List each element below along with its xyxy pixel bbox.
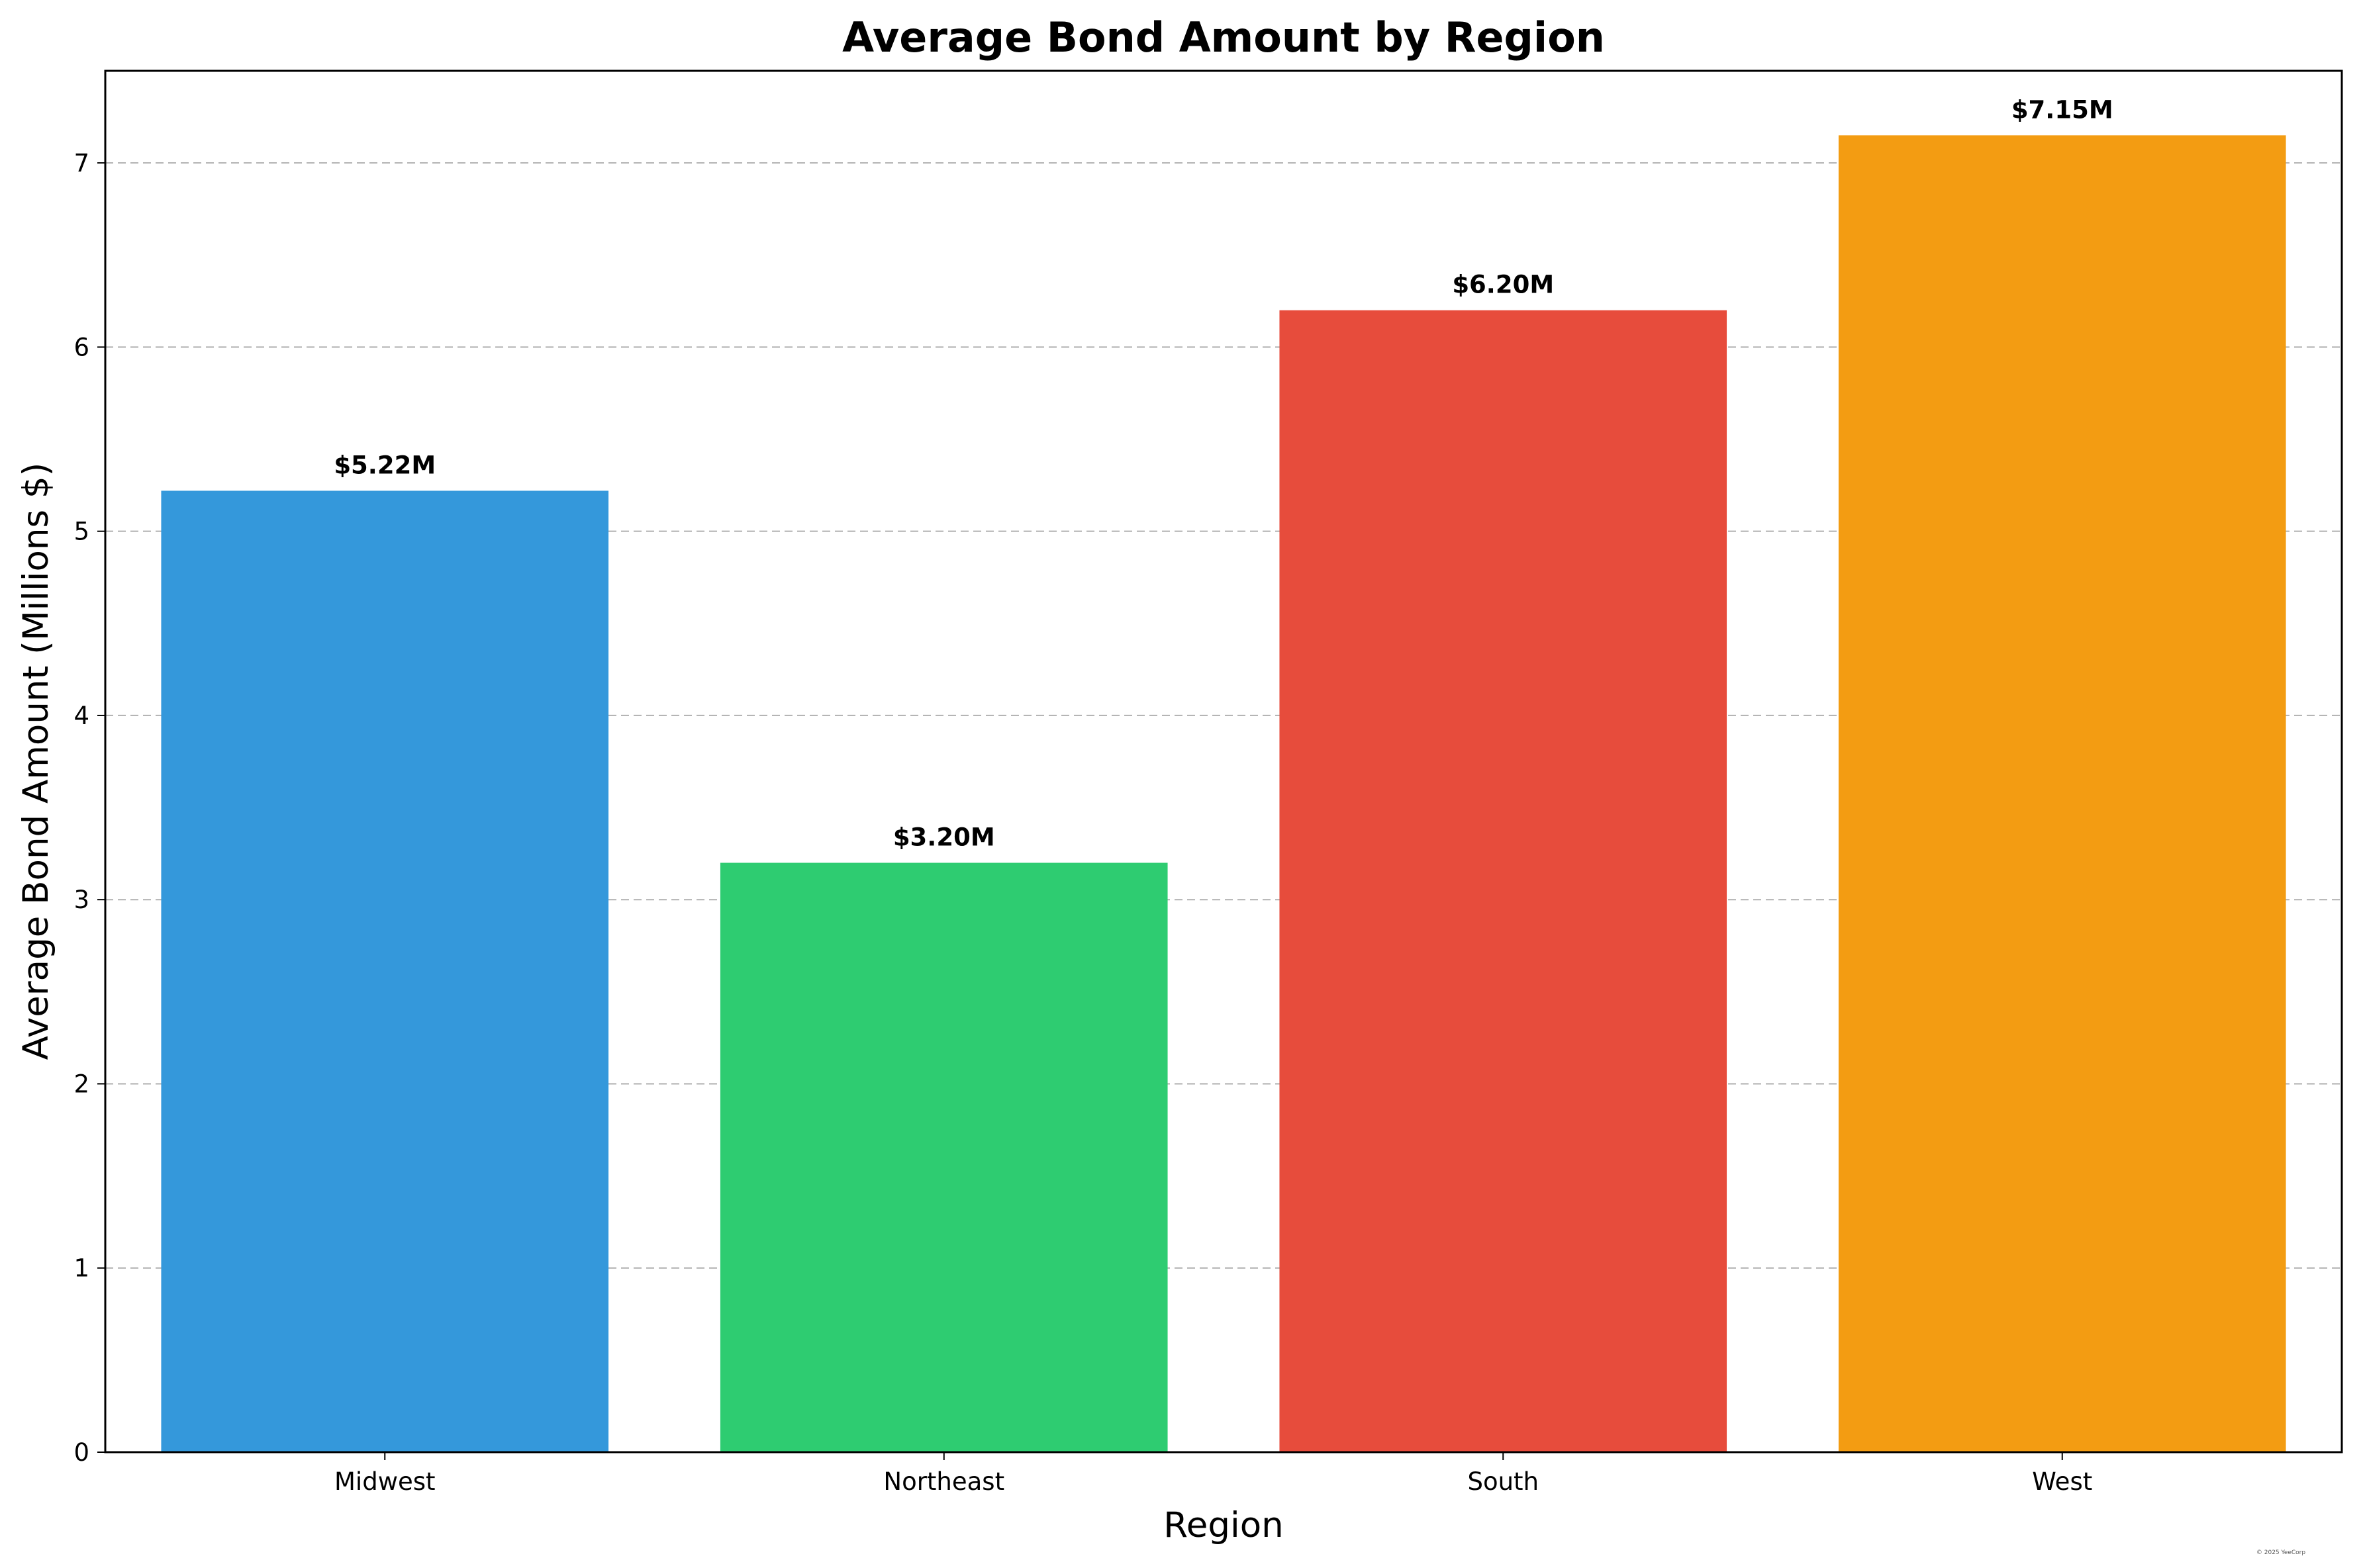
- y-axis-ticks: 0 1 2 3 4 5 6 7: [73, 149, 105, 1467]
- y-tick-label: 4: [73, 702, 89, 730]
- x-tick-label-northeast: Northeast: [883, 1467, 1004, 1496]
- y-tick-label: 0: [73, 1438, 89, 1467]
- y-tick-label: 1: [73, 1254, 89, 1283]
- y-tick-label: 7: [73, 149, 89, 177]
- data-label-northeast: $3.20M: [893, 823, 995, 852]
- bars: [161, 135, 2286, 1453]
- data-label-midwest: $5.22M: [334, 451, 436, 479]
- bar-west: [1838, 135, 2286, 1453]
- x-tick-label-midwest: Midwest: [334, 1467, 436, 1496]
- bar-south: [1279, 310, 1727, 1452]
- y-tick-label: 6: [73, 333, 89, 361]
- data-label-west: $7.15M: [2011, 95, 2113, 124]
- x-tick-label-west: West: [2032, 1467, 2092, 1496]
- y-axis-label: Average Bond Amount (Millions $): [16, 463, 56, 1060]
- bar-northeast: [720, 862, 1168, 1452]
- x-axis-label: Region: [1163, 1505, 1283, 1545]
- y-tick-label: 5: [73, 518, 89, 546]
- y-tick-label: 3: [73, 886, 89, 914]
- x-tick-label-south: South: [1467, 1467, 1539, 1496]
- bar-midwest: [161, 490, 609, 1452]
- data-label-south: $6.20M: [1452, 271, 1554, 299]
- data-labels: $5.22M $3.20M $6.20M $7.15M: [334, 95, 2113, 851]
- plot-frame: [104, 69, 2343, 1453]
- watermark: © 2025 YeeCorp: [2256, 1549, 2305, 1556]
- chart-title: Average Bond Amount by Region: [842, 13, 1605, 62]
- y-tick-label: 2: [73, 1070, 89, 1098]
- x-axis-ticks: Midwest Northeast South West: [334, 1452, 2092, 1496]
